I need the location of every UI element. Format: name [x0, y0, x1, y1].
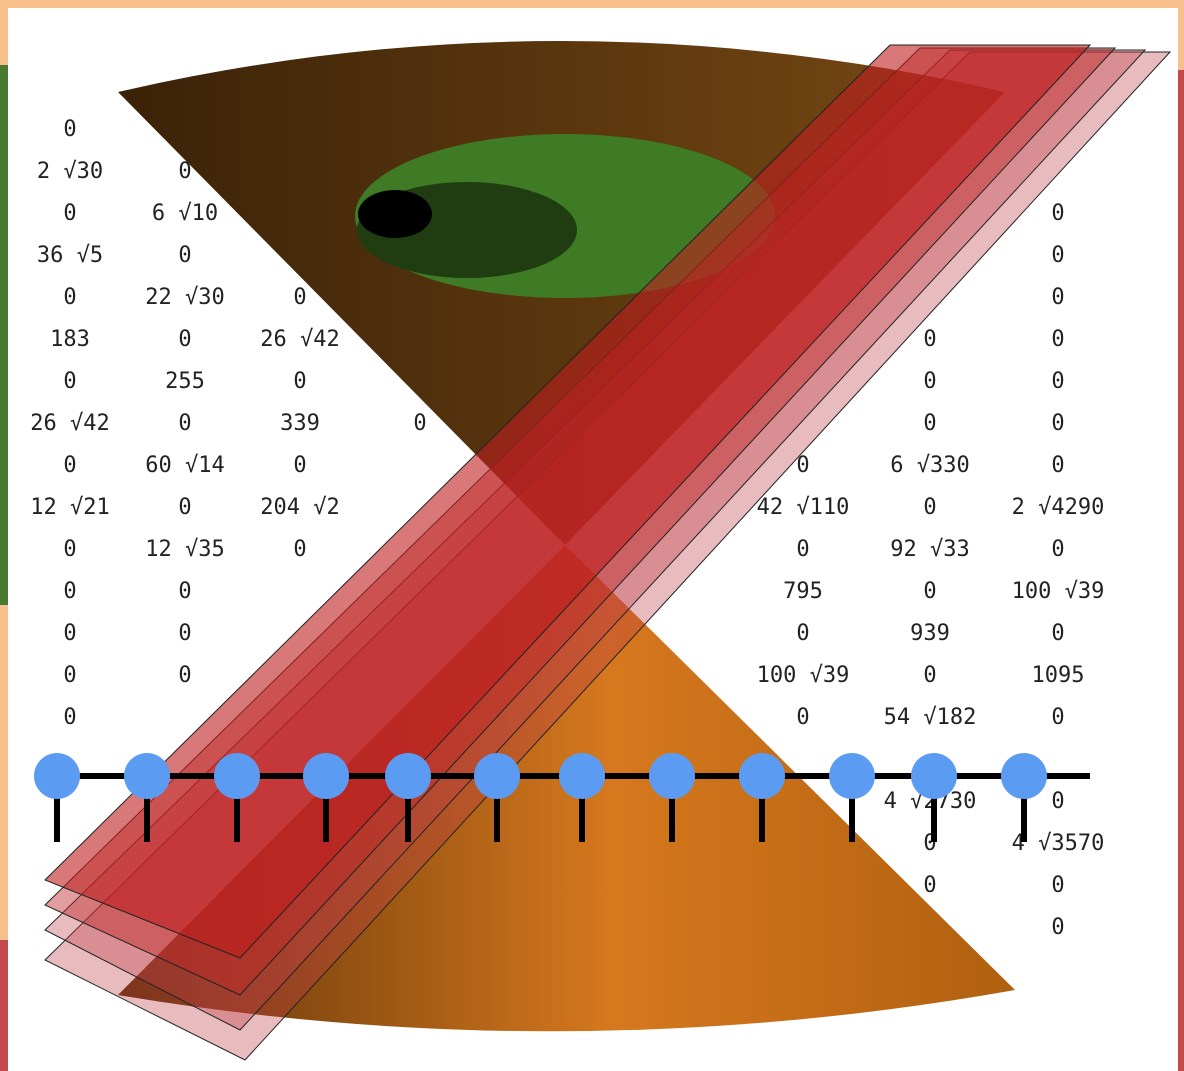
matrix-cell: 0	[1051, 327, 1064, 352]
matrix-cell: 0	[178, 495, 191, 520]
matrix-cell: 255	[165, 369, 205, 394]
chain-node	[649, 753, 695, 799]
matrix-cell: 0	[63, 537, 76, 562]
chain-node	[1001, 753, 1047, 799]
matrix-cell: 0	[178, 327, 191, 352]
matrix-cell: 0	[63, 705, 76, 730]
matrix-cell: 0	[178, 621, 191, 646]
matrix-cell: 0	[293, 537, 306, 562]
matrix-cell: 12 √35	[145, 537, 224, 562]
chain-node	[911, 753, 957, 799]
matrix-cell: 0	[1051, 453, 1064, 478]
matrix-cell: 0	[63, 285, 76, 310]
matrix-cell: 0	[1051, 621, 1064, 646]
matrix-cell: 0	[1051, 243, 1064, 268]
matrix-cell: 100 √39	[757, 663, 850, 688]
chain-node	[385, 753, 431, 799]
matrix-cell: 0	[293, 285, 306, 310]
matrix: 0 2 √30 0 0 6 √10 0 36 √5 0 0 0 22 √30 0 0 183 0 26 √42…	[30, 117, 1104, 940]
matrix-cell: 0	[178, 159, 191, 184]
matrix-cell: 0	[923, 327, 936, 352]
matrix-cell: 22 √30	[145, 285, 224, 310]
matrix-cell: 0	[923, 369, 936, 394]
matrix-cell: 0	[923, 495, 936, 520]
matrix-cell: 0	[796, 453, 809, 478]
matrix-cell: 0	[923, 579, 936, 604]
matrix-cell: 0	[63, 663, 76, 688]
black-dot	[358, 190, 432, 238]
matrix-cell: 26 √42	[260, 327, 339, 352]
matrix-cell: 2 √30	[37, 159, 103, 184]
matrix-cell: 0	[178, 411, 191, 436]
chain-node	[829, 753, 875, 799]
matrix-cell: 0	[293, 453, 306, 478]
matrix-cell: 0	[1051, 537, 1064, 562]
matrix-cell: 36 √5	[37, 243, 103, 268]
chain-node	[559, 753, 605, 799]
matrix-cell: 339	[280, 411, 320, 436]
matrix-cell: 0	[796, 621, 809, 646]
matrix-cell: 0	[923, 873, 936, 898]
chain-node	[474, 753, 520, 799]
matrix-cell: 6 √330	[890, 453, 969, 478]
matrix-cell: 0	[1051, 915, 1064, 940]
matrix-cell: 12 √21	[30, 495, 109, 520]
matrix-cell: 0	[178, 663, 191, 688]
matrix-cell: 0	[1051, 705, 1064, 730]
chain-node	[214, 753, 260, 799]
matrix-cell: 0	[1051, 411, 1064, 436]
matrix-cell: 26 √42	[30, 411, 109, 436]
matrix-cell: 100 √39	[1012, 579, 1105, 604]
matrix-cell: 6 √10	[152, 201, 218, 226]
matrix-cell: 0	[923, 411, 936, 436]
chain-node	[124, 753, 170, 799]
matrix-cell: 0	[63, 621, 76, 646]
matrix-cell: 0	[796, 537, 809, 562]
chain-node	[303, 753, 349, 799]
matrix-cell: 42 √110	[757, 495, 850, 520]
matrix-cell: 0	[796, 705, 809, 730]
matrix-cell: 0	[1051, 873, 1064, 898]
chain-node	[739, 753, 785, 799]
matrix-cell: 0	[293, 369, 306, 394]
chain-node	[34, 753, 80, 799]
matrix-cell: 0	[63, 369, 76, 394]
matrix-cell: 183	[50, 327, 90, 352]
matrix-cell: 60 √14	[145, 453, 224, 478]
node-chain	[34, 753, 1090, 842]
matrix-cell: 1095	[1032, 663, 1085, 688]
matrix-cell: 795	[783, 579, 823, 604]
matrix-cell: 0	[1051, 789, 1064, 814]
matrix-cell: 0	[178, 243, 191, 268]
matrix-cell: 204 √2	[260, 495, 339, 520]
matrix-cell: 4 √3570	[1012, 831, 1105, 856]
matrix-cell: 54 √182	[884, 705, 977, 730]
matrix-cell: 0	[1051, 201, 1064, 226]
matrix-cell: 0	[1051, 285, 1064, 310]
matrix-cell: 0	[178, 579, 191, 604]
matrix-cell: 0	[1051, 369, 1064, 394]
matrix-cell: 0	[63, 579, 76, 604]
matrix-cell: 0	[63, 201, 76, 226]
matrix-cell: 0	[413, 411, 426, 436]
matrix-cell: 0	[63, 453, 76, 478]
matrix-cell: 0	[923, 663, 936, 688]
plane	[44, 44, 1092, 959]
matrix-cell: 0	[63, 117, 76, 142]
matrix-cell: 939	[910, 621, 950, 646]
matrix-cell: 2 √4290	[1012, 495, 1105, 520]
matrix-cell: 92 √33	[890, 537, 969, 562]
